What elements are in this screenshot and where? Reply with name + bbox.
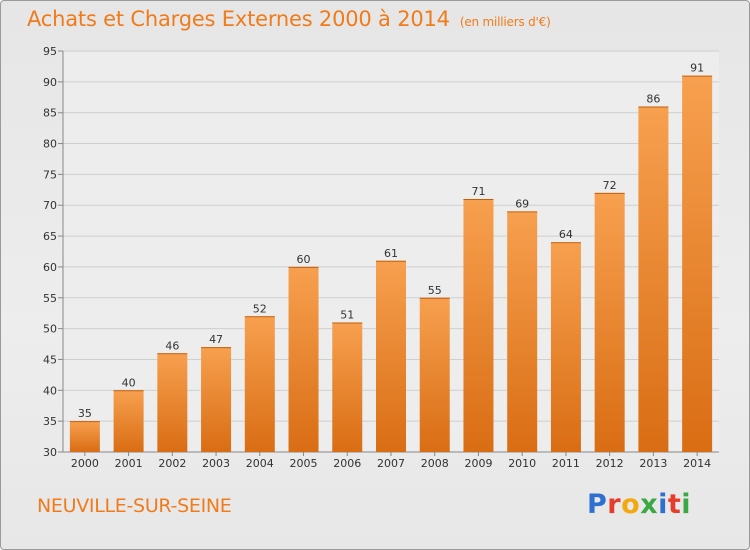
y-tick-label: 75 bbox=[43, 168, 57, 181]
title-text: Achats et Charges Externes 2000 à 2014 bbox=[27, 7, 450, 31]
y-tick-label: 70 bbox=[43, 199, 57, 212]
x-tick-label: 2004 bbox=[246, 457, 274, 470]
x-tick-label: 2001 bbox=[115, 457, 143, 470]
bar bbox=[157, 353, 188, 452]
bar bbox=[376, 260, 406, 452]
y-tick-label: 45 bbox=[43, 353, 57, 366]
data-label: 52 bbox=[253, 302, 267, 315]
bar bbox=[69, 421, 100, 452]
data-label: 72 bbox=[603, 179, 617, 192]
data-label: 35 bbox=[78, 407, 92, 420]
x-tick-label: 2012 bbox=[596, 457, 624, 470]
logo-letter: r bbox=[607, 489, 622, 520]
x-tick-label: 2014 bbox=[683, 457, 711, 470]
data-label: 69 bbox=[515, 197, 529, 210]
logo-letter: P bbox=[587, 489, 608, 520]
y-tick-label: 65 bbox=[43, 230, 57, 243]
y-tick-label: 85 bbox=[43, 107, 57, 120]
data-label: 47 bbox=[209, 333, 223, 346]
data-label: 55 bbox=[428, 284, 442, 297]
x-tick-label: 2008 bbox=[421, 457, 449, 470]
x-tick-label: 2011 bbox=[552, 457, 580, 470]
bar bbox=[419, 297, 450, 452]
proxiti-logo: Proxiti bbox=[587, 489, 691, 520]
bar bbox=[244, 316, 275, 452]
data-label: 61 bbox=[384, 247, 398, 260]
logo-letter: o bbox=[621, 489, 641, 520]
y-tick-label: 30 bbox=[43, 446, 57, 459]
logo-letter: x bbox=[640, 489, 659, 520]
x-tick-label: 2005 bbox=[290, 457, 318, 470]
bar bbox=[638, 106, 669, 453]
y-tick-label: 95 bbox=[43, 45, 57, 58]
bar bbox=[682, 75, 713, 452]
x-tick-label: 2009 bbox=[464, 457, 492, 470]
data-label: 86 bbox=[646, 93, 660, 106]
title-unit: (en milliers d'€) bbox=[459, 15, 551, 29]
bar bbox=[332, 322, 363, 452]
data-label: 91 bbox=[690, 62, 704, 75]
bar bbox=[288, 266, 319, 452]
y-tick-label: 40 bbox=[43, 384, 57, 397]
bar bbox=[201, 347, 232, 452]
x-tick-label: 2013 bbox=[639, 457, 667, 470]
commune-name: NEUVILLE-SUR-SEINE bbox=[37, 495, 232, 517]
y-tick-label: 55 bbox=[43, 292, 57, 305]
bar bbox=[550, 242, 581, 452]
x-tick-label: 2007 bbox=[377, 457, 405, 470]
x-tick-label: 2002 bbox=[158, 457, 186, 470]
x-tick-label: 2000 bbox=[71, 457, 99, 470]
x-tick-label: 2003 bbox=[202, 457, 230, 470]
bar bbox=[113, 390, 144, 452]
data-label: 71 bbox=[471, 185, 485, 198]
bar bbox=[594, 192, 625, 452]
data-label: 40 bbox=[122, 376, 136, 389]
data-label: 60 bbox=[297, 253, 311, 266]
y-tick-label: 60 bbox=[43, 261, 57, 274]
x-tick-label: 2010 bbox=[508, 457, 536, 470]
logo-letter: i bbox=[658, 489, 668, 520]
data-label: 51 bbox=[340, 308, 354, 321]
data-label: 64 bbox=[559, 228, 573, 241]
data-label: 46 bbox=[165, 339, 179, 352]
y-tick-label: 90 bbox=[43, 76, 57, 89]
chart-title: Achats et Charges Externes 2000 à 2014 (e… bbox=[27, 7, 551, 31]
y-tick-label: 50 bbox=[43, 323, 57, 336]
bar bbox=[463, 199, 494, 452]
logo-letter: t bbox=[667, 489, 682, 520]
logo-letter: i bbox=[681, 489, 692, 520]
y-tick-label: 80 bbox=[43, 138, 57, 151]
x-tick-label: 2006 bbox=[333, 457, 361, 470]
bar bbox=[507, 211, 538, 452]
y-tick-label: 35 bbox=[43, 415, 57, 428]
